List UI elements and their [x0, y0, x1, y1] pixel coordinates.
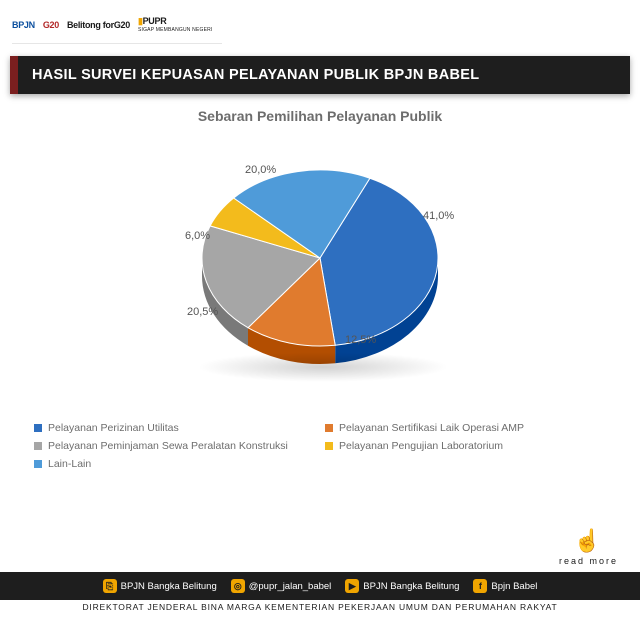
legend-item-1: Pelayanan Perizinan Utilitas [34, 422, 315, 434]
read-more-label: read more [559, 556, 618, 566]
title-bar: HASIL SURVEI KEPUASAN PELAYANAN PUBLIK B… [10, 56, 630, 94]
legend-swatch [34, 424, 42, 432]
legend-swatch [325, 442, 333, 450]
social-label: BPJN Bangka Belitung [121, 581, 217, 592]
instagram-icon: ◎ [231, 579, 245, 593]
logo-g20-flame: G20 [43, 20, 59, 30]
social-bar: ⎘ BPJN Bangka Belitung ◎ @pupr_jalan_bab… [0, 572, 640, 600]
social-link-4[interactable]: f Bpjn Babel [473, 579, 537, 593]
facebook-icon: f [473, 579, 487, 593]
title-accent [10, 56, 18, 94]
youtube-icon: ▶ [345, 579, 359, 593]
slice-label-5: 20,0% [245, 164, 276, 176]
logo-bpjn: BPJN [12, 20, 35, 30]
slice-label-1: 41,0% [423, 210, 454, 222]
social-link-1[interactable]: ⎘ BPJN Bangka Belitung [103, 579, 217, 593]
social-link-2[interactable]: ◎ @pupr_jalan_babel [231, 579, 332, 593]
pie-chart: 41,0% 12,5% 20,5% 6,0% 20,0% [155, 138, 485, 398]
pie-shadow [197, 352, 449, 382]
slice-label-3: 20,5% [187, 306, 218, 318]
slice-label-4: 6,0% [185, 230, 210, 242]
legend-label: Pelayanan Perizinan Utilitas [48, 422, 179, 434]
legend-label: Lain-Lain [48, 458, 91, 470]
social-icon: ⎘ [103, 579, 117, 593]
header-logo-strip: BPJN G20 Belitong forG20 ▮PUPR SIGAP MEM… [12, 8, 222, 44]
logo-pupr: ▮PUPR SIGAP MEMBANGUN NEGERI [138, 16, 213, 33]
legend-swatch [34, 460, 42, 468]
legend-swatch [34, 442, 42, 450]
chart-legend: Pelayanan Perizinan Utilitas Pelayanan S… [34, 422, 606, 470]
legend-item-2: Pelayanan Sertifikasi Laik Operasi AMP [325, 422, 606, 434]
legend-label: Pelayanan Peminjaman Sewa Peralatan Kons… [48, 440, 288, 452]
logo-g20-belitong: Belitong forG20 [67, 20, 130, 30]
legend-label: Pelayanan Sertifikasi Laik Operasi AMP [339, 422, 524, 434]
legend-item-3: Pelayanan Peminjaman Sewa Peralatan Kons… [34, 440, 315, 452]
swipe-hand-icon: ☝ [559, 528, 618, 554]
slice-label-2: 12,5% [345, 334, 376, 346]
page-title: HASIL SURVEI KEPUASAN PELAYANAN PUBLIK B… [18, 67, 479, 83]
social-label: Bpjn Babel [491, 581, 537, 592]
social-link-3[interactable]: ▶ BPJN Bangka Belitung [345, 579, 459, 593]
social-label: @pupr_jalan_babel [249, 581, 332, 592]
legend-swatch [325, 424, 333, 432]
social-label: BPJN Bangka Belitung [363, 581, 459, 592]
legend-label: Pelayanan Pengujian Laboratorium [339, 440, 503, 452]
legend-item-5: Lain-Lain [34, 458, 315, 470]
chart-title: Sebaran Pemilihan Pelayanan Publik [0, 108, 640, 124]
footer-text: DIREKTORAT JENDERAL BINA MARGA KEMENTERI… [0, 602, 640, 612]
read-more-button[interactable]: ☝ read more [559, 528, 618, 566]
legend-item-4: Pelayanan Pengujian Laboratorium [325, 440, 606, 452]
